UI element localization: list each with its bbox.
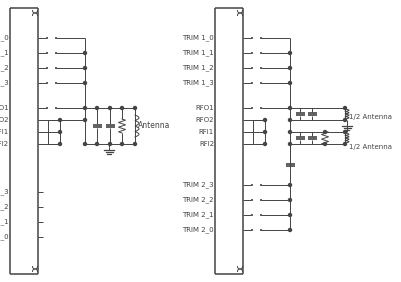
Circle shape (83, 67, 87, 69)
Circle shape (109, 107, 111, 109)
Circle shape (288, 118, 292, 122)
Text: TRIM 1_0: TRIM 1_0 (0, 35, 9, 41)
Circle shape (134, 107, 136, 109)
Circle shape (120, 107, 124, 109)
Text: RFI2: RFI2 (0, 141, 9, 147)
Circle shape (324, 142, 326, 146)
Circle shape (83, 118, 87, 122)
Text: TRIM 2_2: TRIM 2_2 (0, 204, 9, 210)
Circle shape (344, 118, 346, 122)
Circle shape (263, 118, 267, 122)
Circle shape (59, 118, 61, 122)
Text: RFI1: RFI1 (199, 129, 214, 135)
Text: RFI2: RFI2 (199, 141, 214, 147)
Text: TRIM 2_3: TRIM 2_3 (182, 182, 214, 188)
Circle shape (288, 131, 292, 133)
Circle shape (344, 107, 346, 109)
Text: 1/2 Antenna: 1/2 Antenna (349, 144, 392, 150)
Circle shape (324, 131, 326, 133)
Circle shape (288, 213, 292, 217)
Circle shape (288, 81, 292, 85)
Circle shape (344, 131, 346, 133)
Circle shape (120, 142, 124, 146)
Text: RFI1: RFI1 (0, 129, 9, 135)
Text: RFO1: RFO1 (0, 105, 9, 111)
Text: TRIM 1_3: TRIM 1_3 (182, 80, 214, 86)
Circle shape (344, 142, 346, 146)
Circle shape (288, 52, 292, 54)
Text: RFO2: RFO2 (0, 117, 9, 123)
Text: TRIM 1_3: TRIM 1_3 (0, 80, 9, 86)
Circle shape (288, 228, 292, 232)
Text: TRIM 1_0: TRIM 1_0 (182, 35, 214, 41)
Text: TRIM 2_3: TRIM 2_3 (0, 189, 9, 195)
Text: TRIM 1_2: TRIM 1_2 (182, 65, 214, 71)
Circle shape (83, 142, 87, 146)
Text: Antenna: Antenna (138, 122, 170, 131)
Circle shape (59, 142, 61, 146)
Circle shape (59, 131, 61, 133)
Circle shape (83, 107, 87, 109)
Circle shape (134, 142, 136, 146)
Text: TRIM 2_0: TRIM 2_0 (182, 227, 214, 233)
Text: TRIM 2_2: TRIM 2_2 (182, 197, 214, 203)
Circle shape (288, 67, 292, 69)
Circle shape (288, 142, 292, 146)
Circle shape (95, 142, 99, 146)
Text: RFO2: RFO2 (196, 117, 214, 123)
Text: TRIM 2_1: TRIM 2_1 (182, 212, 214, 218)
Text: TRIM 2_0: TRIM 2_0 (0, 233, 9, 240)
Circle shape (95, 107, 99, 109)
Text: TRIM 2_1: TRIM 2_1 (0, 219, 9, 225)
Circle shape (288, 184, 292, 186)
Text: TRIM 1_2: TRIM 1_2 (0, 65, 9, 71)
Circle shape (263, 142, 267, 146)
Text: TRIM 1_1: TRIM 1_1 (182, 50, 214, 56)
Circle shape (109, 142, 111, 146)
Circle shape (288, 107, 292, 109)
Text: TRIM 1_1: TRIM 1_1 (0, 50, 9, 56)
Circle shape (263, 131, 267, 133)
Text: RFO1: RFO1 (195, 105, 214, 111)
Circle shape (83, 52, 87, 54)
Text: 1/2 Antenna: 1/2 Antenna (349, 114, 392, 120)
Circle shape (288, 199, 292, 202)
Circle shape (83, 81, 87, 85)
